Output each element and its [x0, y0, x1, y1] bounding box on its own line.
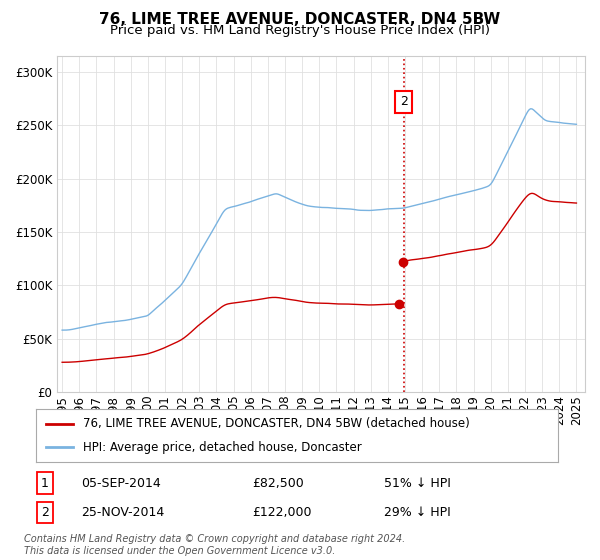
Text: 51% ↓ HPI: 51% ↓ HPI — [384, 477, 451, 490]
Text: HPI: Average price, detached house, Doncaster: HPI: Average price, detached house, Donc… — [83, 441, 362, 454]
Text: 29% ↓ HPI: 29% ↓ HPI — [384, 506, 451, 519]
Text: 1: 1 — [41, 477, 49, 490]
Text: £82,500: £82,500 — [252, 477, 304, 490]
Text: Contains HM Land Registry data © Crown copyright and database right 2024.
This d: Contains HM Land Registry data © Crown c… — [24, 534, 405, 556]
Text: 76, LIME TREE AVENUE, DONCASTER, DN4 5BW: 76, LIME TREE AVENUE, DONCASTER, DN4 5BW — [100, 12, 500, 27]
Text: 2: 2 — [41, 506, 49, 519]
Text: 05-SEP-2014: 05-SEP-2014 — [81, 477, 161, 490]
Text: £122,000: £122,000 — [252, 506, 311, 519]
Text: 76, LIME TREE AVENUE, DONCASTER, DN4 5BW (detached house): 76, LIME TREE AVENUE, DONCASTER, DN4 5BW… — [83, 417, 470, 430]
Text: 25-NOV-2014: 25-NOV-2014 — [81, 506, 164, 519]
Text: Price paid vs. HM Land Registry's House Price Index (HPI): Price paid vs. HM Land Registry's House … — [110, 24, 490, 36]
Text: 2: 2 — [400, 95, 407, 109]
